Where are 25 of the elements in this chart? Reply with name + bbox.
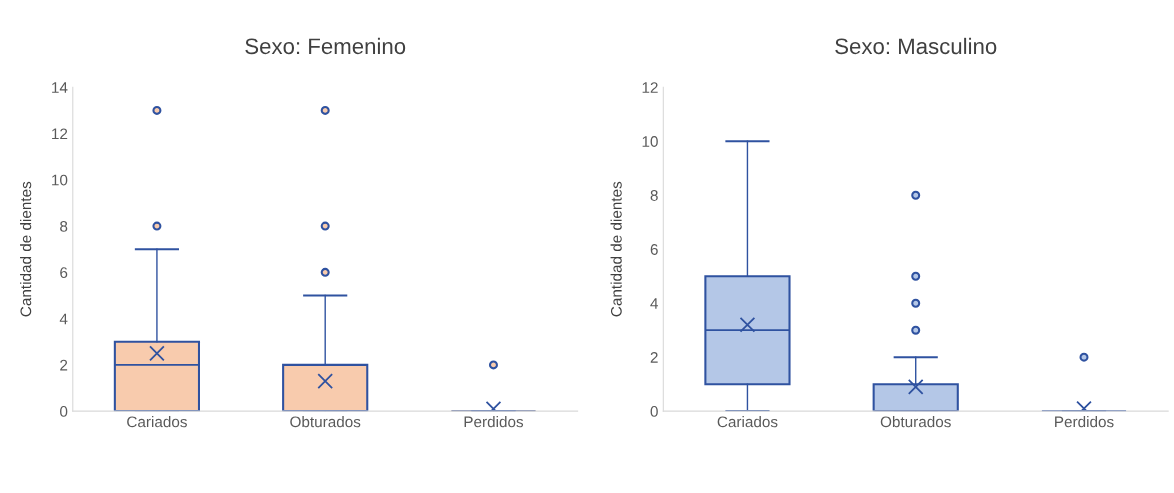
x-tick-label: Perdidos: [464, 416, 524, 428]
x-tick-label: Obturados: [290, 416, 361, 428]
chart-title: Sexo: Masculino: [835, 37, 997, 55]
y-tick-label: 8: [650, 190, 658, 201]
y-tick-label: 12: [52, 128, 68, 140]
y-tick-label: 8: [60, 220, 68, 232]
x-tick-label: Cariados: [127, 416, 187, 428]
x-tick-label: Perdidos: [1055, 416, 1114, 428]
y-tick-label: 4: [59, 313, 68, 325]
y-tick-label: 2: [60, 359, 68, 371]
y-axis-title: Cantidad de dientes: [610, 181, 622, 317]
x-tick-label: Cariados: [717, 416, 778, 428]
y-tick-label: 6: [60, 267, 68, 279]
y-tick-label: 6: [650, 244, 658, 255]
y-tick-label: 10: [642, 136, 658, 147]
y-tick-label: 14: [52, 82, 68, 93]
y-tick-label: 0: [650, 406, 658, 417]
chart-title: Sexo: Femenino: [245, 37, 406, 55]
y-tick-label: 2: [650, 352, 658, 363]
y-tick-label: 12: [642, 82, 658, 93]
y-tick-label: 10: [52, 174, 68, 186]
y-axis-title: Cantidad de dientes: [20, 181, 32, 317]
x-tick-label: Obturados: [880, 416, 951, 428]
y-tick-label: 4: [650, 298, 658, 309]
y-tick-label: 0: [60, 406, 68, 417]
